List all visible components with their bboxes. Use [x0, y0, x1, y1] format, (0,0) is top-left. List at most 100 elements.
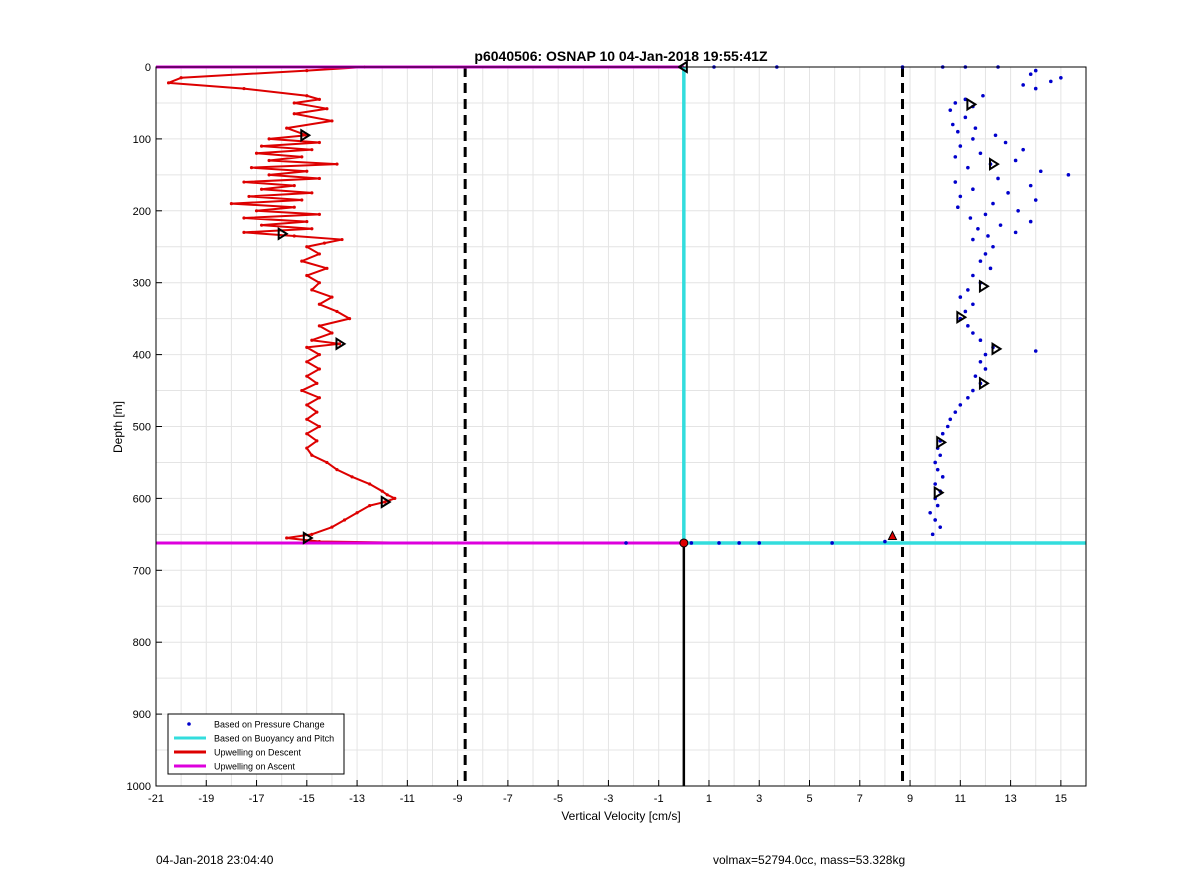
- y-tick-label: 800: [133, 637, 151, 649]
- upwelling-descent-point: [267, 137, 271, 141]
- pressure-change-point: [948, 108, 953, 112]
- x-tick-label: -21: [148, 793, 164, 805]
- upwelling-descent-point: [254, 151, 259, 155]
- pressure-change-point: [968, 216, 973, 220]
- upwelling-descent-point: [342, 518, 347, 522]
- pressure-change-point: [958, 144, 963, 148]
- pressure-change-point: [1013, 158, 1018, 163]
- pressure-change-point: [1028, 72, 1033, 76]
- upwelling-descent-point: [355, 511, 359, 515]
- x-tick-label: -3: [604, 793, 614, 805]
- legend: Based on Pressure Change Based on Buoyanc…: [167, 713, 345, 775]
- upwelling-descent-point: [259, 187, 264, 191]
- upwelling-descent-point: [340, 237, 344, 242]
- pressure-change-point: [1033, 198, 1038, 202]
- pressure-change-point: [966, 324, 970, 328]
- pressure-change-point: [689, 541, 694, 545]
- upwelling-descent-point: [285, 126, 289, 130]
- upwelling-descent-point: [305, 403, 309, 407]
- upwelling-descent-point: [267, 158, 271, 163]
- pressure-change-point: [966, 288, 970, 292]
- turn-marker: [966, 97, 978, 112]
- upwelling-descent-point: [310, 453, 314, 457]
- pressure-change-point: [996, 176, 1000, 181]
- pressure-change-point: [956, 129, 960, 134]
- pressure-change-point: [1049, 79, 1053, 84]
- upwelling-descent-point: [305, 169, 309, 173]
- pressure-change-point: [930, 532, 935, 537]
- upwelling-descent-point: [315, 439, 319, 443]
- upwelling-descent-point: [292, 234, 296, 238]
- x-tick-label: 5: [806, 793, 812, 805]
- pressure-change-point: [973, 126, 978, 130]
- pressure-change-point: [971, 388, 975, 393]
- upwelling-descent-point: [383, 500, 387, 504]
- legend-label: Based on Pressure Change: [214, 720, 325, 730]
- upwelling-descent-point: [317, 140, 321, 145]
- upwelling-descent-point: [166, 81, 171, 85]
- legend-label: Upwelling on Ascent: [214, 762, 296, 772]
- upwelling-descent-point: [322, 241, 327, 245]
- turn-marker: [989, 157, 1000, 171]
- x-tick-label: 9: [907, 793, 913, 805]
- pressure-change-point: [986, 234, 990, 238]
- upwelling-descent-point: [330, 525, 334, 529]
- pressure-change-point: [1016, 209, 1020, 213]
- upwelling-descent-point: [300, 259, 304, 263]
- pressure-change-point: [1059, 75, 1063, 80]
- legend-box: [167, 713, 345, 775]
- upwelling-descent-point: [325, 460, 329, 465]
- upwelling-descent-point: [347, 317, 352, 321]
- pressure-change-point: [940, 431, 945, 436]
- footer-info: volmax=52794.0cc, mass=53.328kg: [713, 853, 906, 867]
- pressure-change-point: [963, 309, 968, 314]
- upwelling-descent-point: [267, 173, 271, 177]
- pressure-change-point: [973, 374, 978, 378]
- y-tick-label: 300: [133, 278, 151, 290]
- pressure-change-point: [1021, 83, 1025, 87]
- upwelling-descent-point: [317, 212, 321, 216]
- pressure-change-point: [966, 395, 970, 400]
- pressure-change-point: [953, 101, 958, 105]
- pressure-change-point: [717, 541, 721, 545]
- pressure-change-point: [983, 252, 988, 256]
- upwelling-descent-point: [305, 432, 309, 436]
- pressure-change-point: [993, 133, 998, 138]
- upwelling-descent-point: [179, 76, 183, 80]
- x-tick-label: -7: [503, 793, 513, 805]
- upwelling-descent-point: [305, 374, 309, 378]
- upwelling-descent-point: [310, 288, 314, 292]
- pressure-change-point: [1006, 191, 1010, 195]
- upwelling-descent-point: [335, 468, 339, 472]
- pressure-change-point: [830, 541, 834, 545]
- upwelling-descent-point: [300, 198, 304, 202]
- upwelling-descent-point: [317, 176, 321, 181]
- upwelling-descent-point: [325, 266, 329, 270]
- x-tick-label: -19: [198, 793, 214, 805]
- x-tick-label: 11: [955, 793, 966, 805]
- chart-title: p6040506: OSNAP 10 04-Jan-2018 19:55:41Z: [474, 48, 768, 64]
- pressure-change-point: [998, 223, 1003, 227]
- upwelling-descent-point: [305, 446, 309, 450]
- pressure-change-point: [1033, 68, 1038, 73]
- upwelling-descent-point: [317, 424, 321, 429]
- upwelling-descent-point: [317, 302, 321, 306]
- upwelling-descent-point: [292, 205, 296, 209]
- turn-marker: [380, 495, 392, 509]
- upwelling-descent-point: [317, 353, 321, 357]
- pressure-change-point: [978, 359, 983, 364]
- upwelling-descent-point: [368, 482, 372, 486]
- pressure-change-point: [978, 259, 983, 263]
- y-tick-label: 200: [133, 206, 151, 218]
- apogee-marker: [887, 530, 898, 541]
- pressure-change-point: [938, 525, 943, 529]
- pressure-change-point: [978, 338, 983, 343]
- upwelling-descent-point: [317, 252, 321, 256]
- upwelling-descent-point: [310, 532, 314, 536]
- pressure-change-point: [940, 475, 945, 479]
- y-tick-label: 600: [133, 493, 151, 505]
- upwelling-descent-point: [317, 396, 321, 400]
- y-tick-label: 500: [133, 422, 151, 434]
- turn-marker: [300, 128, 312, 143]
- pressure-change-point: [737, 541, 741, 545]
